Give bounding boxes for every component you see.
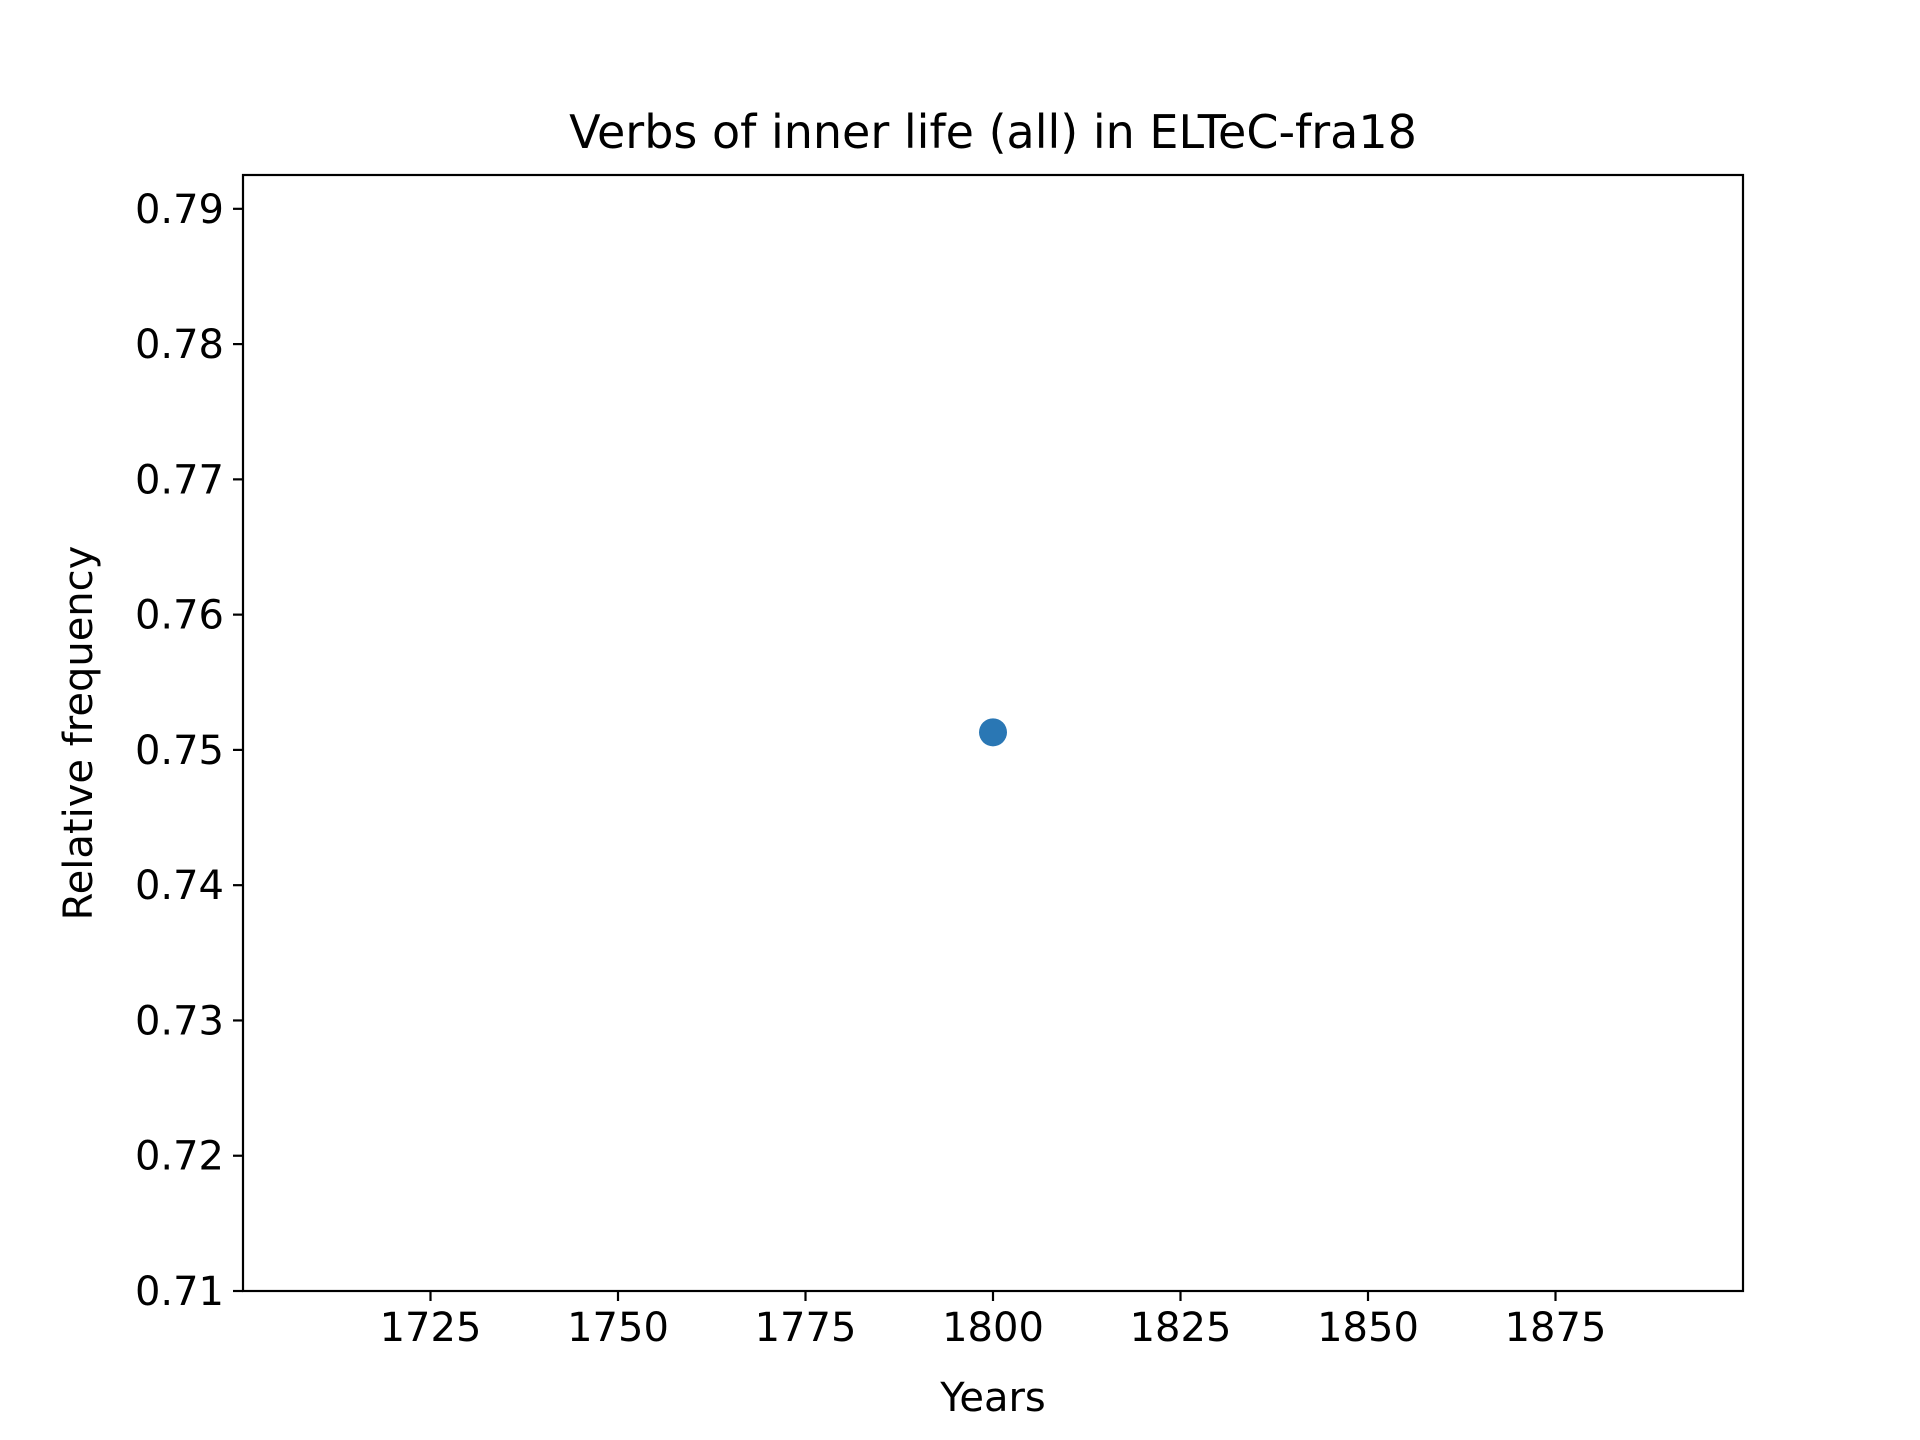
chart-title: Verbs of inner life (all) in ELTeC-fra18 (569, 105, 1417, 159)
x-tick-label: 1850 (1317, 1305, 1419, 1351)
x-tick-label: 1750 (567, 1305, 669, 1351)
x-tick-label: 1800 (942, 1305, 1044, 1351)
y-tick-label: 0.74 (135, 863, 224, 909)
x-tick-label: 1825 (1130, 1305, 1232, 1351)
x-tick-label: 1775 (755, 1305, 857, 1351)
y-axis-label: Relative frequency (56, 546, 102, 921)
x-axis-label: Years (939, 1375, 1046, 1421)
y-tick-label: 0.77 (135, 457, 224, 503)
x-tick-label: 1725 (380, 1305, 482, 1351)
plot-area-frame (241, 173, 1745, 1293)
x-tick-label: 1875 (1505, 1305, 1607, 1351)
y-tick-label: 0.73 (135, 998, 224, 1044)
y-tick-label: 0.76 (135, 593, 224, 639)
y-tick-label: 0.75 (135, 728, 224, 774)
y-tick-label: 0.72 (135, 1134, 224, 1180)
data-point (979, 718, 1007, 747)
y-tick-label: 0.79 (135, 187, 224, 233)
y-axis: 0.71 0.72 0.73 0.74 0.75 0.76 0.77 0.78 0.79 (135, 187, 243, 1315)
scatter-points (979, 718, 1007, 747)
y-tick-label: 0.71 (135, 1269, 224, 1315)
x-axis: 1725 1750 1775 1800 1825 1850 1875 (380, 1291, 1607, 1351)
y-tick-label: 0.78 (135, 322, 224, 368)
